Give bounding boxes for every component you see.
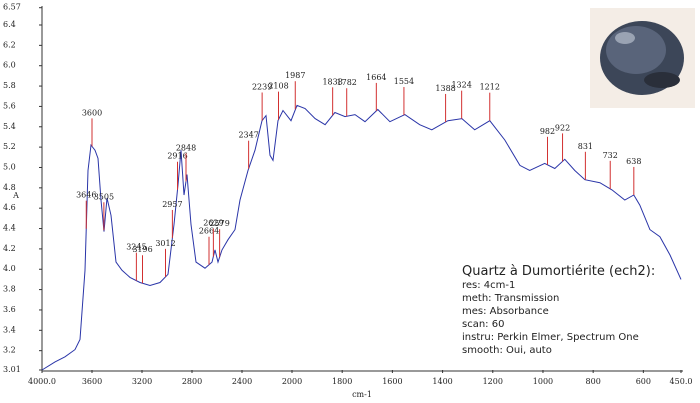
spectrum-line	[41, 104, 682, 371]
peak-label: 1782	[337, 78, 357, 87]
info-line: mes: Absorbance	[462, 306, 549, 317]
y-tick-label: 4.8	[3, 183, 16, 192]
peak-label: 1838	[322, 77, 342, 86]
info-title: Quartz à Dumortiérite (ech2):	[462, 264, 655, 279]
peak-label: 831	[578, 142, 593, 151]
y-tick-label: 5.0	[3, 162, 16, 171]
peak-label: 982	[540, 127, 555, 136]
y-tick-label: 4.0	[3, 264, 16, 273]
y-tick-label: 3.8	[3, 285, 16, 294]
peak-label: 3505	[94, 192, 114, 201]
peak-label: 3600	[82, 108, 102, 117]
x-axis-label: cm-1	[352, 390, 372, 399]
y-tick-label: 5.8	[3, 81, 16, 90]
x-tick-label: 3600	[82, 377, 102, 386]
peak-label: 638	[626, 157, 641, 166]
info-line: res: 4cm-1	[462, 280, 515, 291]
peak-label: 2957	[162, 200, 182, 209]
peak-label: 3646	[76, 191, 96, 200]
peak-label: 2916	[167, 152, 187, 161]
y-tick-label: 4.6	[3, 203, 16, 212]
y-axis-label: A	[12, 191, 19, 200]
peak-label: 3196	[132, 245, 152, 254]
x-tick-label: 1200	[483, 377, 503, 386]
y-tick-label: 5.2	[3, 142, 16, 151]
x-tick-label: 1400	[432, 377, 452, 386]
peak-label: 2239	[252, 83, 272, 92]
y-tick-label: 6.57	[3, 3, 21, 12]
x-tick-label: 450.0	[670, 377, 693, 386]
y-tick-label: 3.01	[3, 365, 21, 374]
sample-photo	[590, 8, 695, 108]
peak-label: 1554	[394, 77, 414, 86]
info-line: smooth: Oui, auto	[462, 345, 552, 356]
info-line: instru: Perkin Elmer, Spectrum One	[462, 332, 639, 343]
y-tick-label: 6.2	[3, 40, 16, 49]
x-tick-label: 600	[636, 377, 651, 386]
y-tick-label: 6.0	[3, 61, 16, 70]
x-tick-label: 2800	[182, 377, 202, 386]
x-tick-label: 1000	[533, 377, 553, 386]
y-tick-label: 5.6	[3, 101, 16, 110]
info-line: meth: Transmission	[462, 293, 559, 304]
x-tick-label: 2000	[282, 377, 302, 386]
x-tick-label: 1600	[382, 377, 402, 386]
x-tick-label: 4000.0	[28, 377, 56, 386]
peak-label: 922	[555, 123, 570, 132]
peak-label: 2347	[238, 131, 258, 140]
x-tick-label: 1800	[332, 377, 352, 386]
peak-label: 1388	[435, 84, 455, 93]
x-tick-label: 2400	[232, 377, 252, 386]
peak-label: 2664	[199, 227, 219, 236]
peak-label: 1212	[480, 83, 500, 92]
y-tick-label: 3.6	[3, 305, 16, 314]
peak-label: 1987	[285, 71, 305, 80]
y-tick-label: 3.2	[3, 346, 16, 355]
peak-label: 2629	[203, 219, 223, 228]
peak-label: 3245	[126, 243, 146, 252]
y-tick-label: 6.4	[3, 20, 16, 29]
y-tick-label: 4.4	[3, 224, 16, 233]
peak-label: 2579	[209, 219, 229, 228]
y-tick-label: 3.4	[3, 325, 16, 334]
peak-label: 2848	[176, 143, 196, 152]
peak-label: 2108	[268, 82, 288, 91]
x-tick-label: 800	[586, 377, 601, 386]
y-tick-label: 5.4	[3, 122, 16, 131]
peak-label: 1324	[451, 81, 471, 90]
peak-label: 3012	[155, 239, 175, 248]
y-tick-label: 4.2	[3, 244, 16, 253]
peak-label: 1664	[366, 73, 386, 82]
info-line: scan: 60	[462, 319, 504, 330]
peak-label: 732	[603, 151, 618, 160]
x-tick-label: 3200	[132, 377, 152, 386]
